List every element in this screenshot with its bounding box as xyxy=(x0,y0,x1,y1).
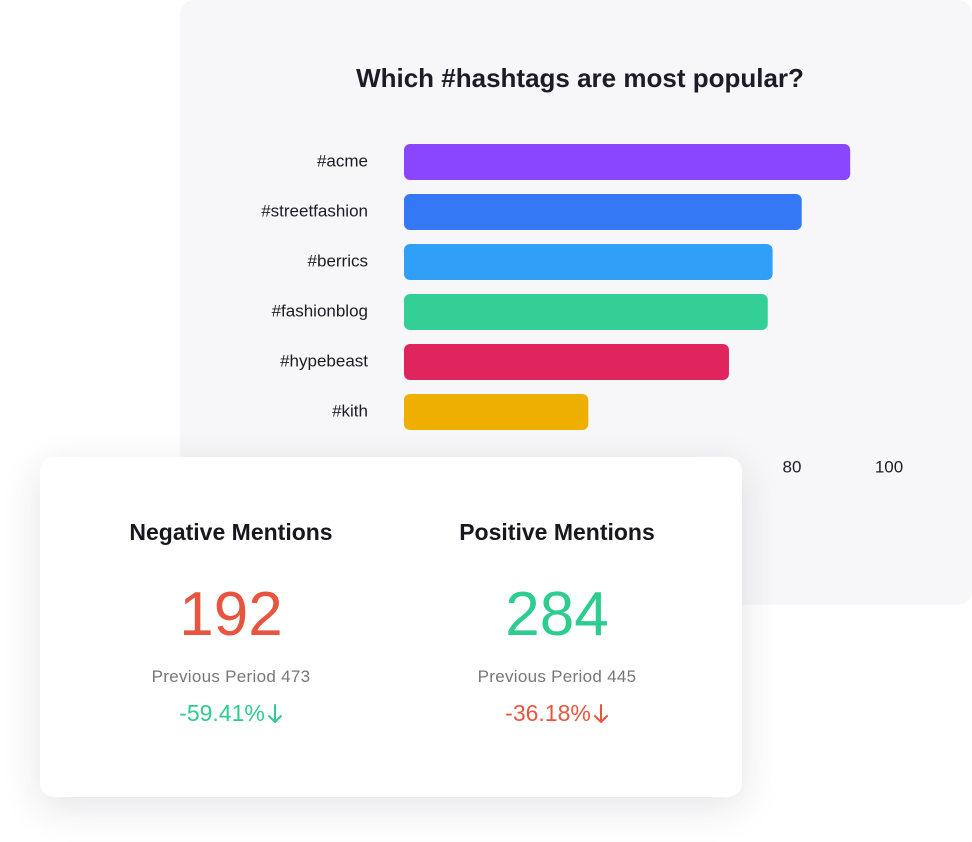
bar xyxy=(404,194,802,230)
previous-period: Previous Period 445 xyxy=(387,667,727,687)
column-title: Positive Mentions xyxy=(459,519,655,545)
change-percent: -36.18% xyxy=(505,700,591,726)
change-percent: -59.41% xyxy=(179,700,265,726)
y-tick-label: #acme xyxy=(317,151,368,170)
bar xyxy=(404,294,768,330)
x-tick-label: 80 xyxy=(783,457,802,476)
previous-label: Previous Period xyxy=(151,667,277,686)
y-tick-label: #berrics xyxy=(308,251,368,270)
chart-title: Which #hashtags are most popular? xyxy=(356,63,804,93)
change: -59.41% xyxy=(61,700,401,727)
down-arrow xyxy=(593,703,608,723)
previous-label: Previous Period xyxy=(477,667,603,686)
previous-period: Previous Period 473 xyxy=(61,667,401,687)
bar xyxy=(404,244,773,280)
previous-value: 445 xyxy=(607,667,637,686)
x-tick-label: 100 xyxy=(875,457,903,476)
bar xyxy=(404,394,589,430)
down-arrow xyxy=(267,703,282,723)
mention-count: 284 xyxy=(505,580,609,649)
previous-value: 473 xyxy=(281,667,311,686)
y-tick-label: #hypebeast xyxy=(280,351,368,370)
y-tick-label: #kith xyxy=(332,401,368,420)
column-title: Negative Mentions xyxy=(129,519,333,545)
change: -36.18% xyxy=(387,700,727,727)
bar xyxy=(404,344,729,380)
mention-count: 192 xyxy=(179,580,283,649)
bar xyxy=(404,144,851,180)
y-tick-label: #streetfashion xyxy=(261,201,368,220)
y-tick-label: #fashionblog xyxy=(272,301,368,320)
mentions-card: Negative Mentions 192 Previous Period 473-… xyxy=(40,457,742,797)
